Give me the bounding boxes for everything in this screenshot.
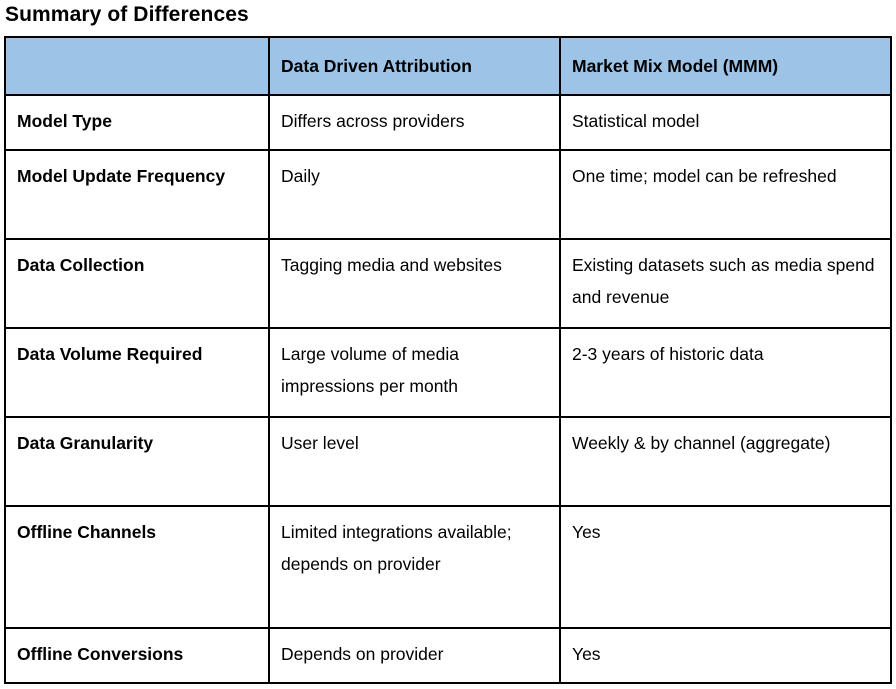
row-label-data-collection: Data Collection [4,238,270,329]
row-label-model-type: Model Type [4,94,270,151]
cell-data-volume-required-mmm: 2-3 years of historic data [559,327,892,418]
table-row: Data Granularity User level Weekly & by … [4,416,892,507]
cell-data-granularity-mmm: Weekly & by channel (aggregate) [559,416,892,507]
table-row: Model Update Frequency Daily One time; m… [4,149,892,240]
cell-data-collection-mmm: Existing datasets such as media spend an… [559,238,892,329]
table-row: Offline Channels Limited integrations av… [4,505,892,629]
row-label-offline-conversions: Offline Conversions [4,627,270,684]
cell-offline-conversions-dda: Depends on provider [268,627,561,684]
cell-data-volume-required-dda: Large volume of media impressions per mo… [268,327,561,418]
header-cell-data-driven-attribution: Data Driven Attribution [268,36,561,96]
table-header-row: Data Driven Attribution Market Mix Model… [4,36,892,96]
summary-of-differences-table: Data Driven Attribution Market Mix Model… [4,36,892,684]
cell-data-collection-dda: Tagging media and websites [268,238,561,329]
cell-model-type-mmm: Statistical model [559,94,892,151]
cell-data-granularity-dda: User level [268,416,561,507]
cell-model-type-dda: Differs across providers [268,94,561,151]
row-label-data-volume-required: Data Volume Required [4,327,270,418]
row-label-data-granularity: Data Granularity [4,416,270,507]
row-label-offline-channels: Offline Channels [4,505,270,629]
row-label-model-update-frequency: Model Update Frequency [4,149,270,240]
cell-model-update-frequency-mmm: One time; model can be refreshed [559,149,892,240]
table-row: Data Collection Tagging media and websit… [4,238,892,329]
header-cell-market-mix-model: Market Mix Model (MMM) [559,36,892,96]
table-row: Data Volume Required Large volume of med… [4,327,892,418]
header-cell-blank [4,36,270,96]
cell-offline-channels-dda: Limited integrations available; depends … [268,505,561,629]
table-row: Model Type Differs across providers Stat… [4,94,892,151]
cell-model-update-frequency-dda: Daily [268,149,561,240]
cell-offline-channels-mmm: Yes [559,505,892,629]
table-row: Offline Conversions Depends on provider … [4,627,892,684]
cell-offline-conversions-mmm: Yes [559,627,892,684]
page-title: Summary of Differences [5,3,249,26]
